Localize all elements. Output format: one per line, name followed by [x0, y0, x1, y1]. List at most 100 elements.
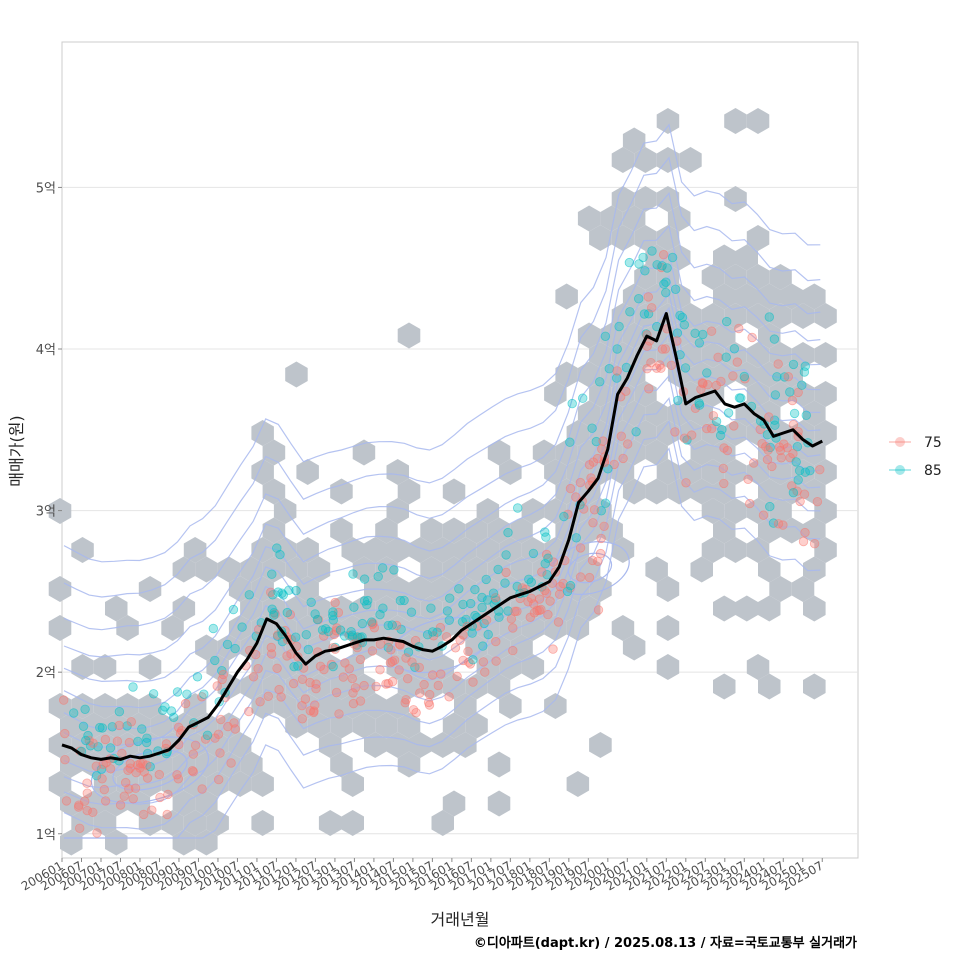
hexbin-cell — [487, 751, 511, 778]
point-85 — [772, 372, 782, 382]
point-75 — [348, 688, 358, 698]
point-85 — [422, 630, 433, 640]
hexbin-cell — [454, 537, 477, 563]
hexbin-cell — [758, 283, 781, 310]
density-contour — [63, 156, 821, 598]
hexbin-cell — [499, 693, 522, 719]
point-85 — [137, 724, 147, 734]
hexbin-cell — [138, 654, 162, 680]
point-85 — [228, 604, 239, 615]
hexbin-cell — [679, 303, 702, 329]
point-75 — [274, 684, 284, 695]
point-85 — [702, 368, 712, 378]
hexbin-cell — [465, 517, 488, 544]
hexbin-cell — [780, 517, 803, 544]
point-75 — [455, 635, 465, 646]
density-contour — [63, 333, 821, 774]
hexbin-cell — [746, 537, 770, 563]
point-75 — [419, 679, 429, 690]
point-75 — [609, 459, 619, 470]
hexbin-cell — [251, 693, 274, 719]
point-75 — [411, 708, 421, 718]
point-75 — [355, 654, 366, 665]
hexbin-cell — [803, 517, 826, 544]
y-tick-label: 1억 — [36, 828, 56, 843]
point-75 — [490, 593, 501, 603]
point-85 — [524, 574, 534, 585]
point-85 — [367, 617, 377, 627]
point-75 — [310, 700, 320, 710]
point-85 — [237, 622, 247, 632]
point-85 — [442, 606, 453, 616]
hexbin-cell — [386, 576, 409, 602]
point-75 — [599, 521, 609, 532]
hexbin-cell — [758, 673, 781, 700]
point-85 — [468, 655, 478, 665]
hexbin-cell — [172, 556, 196, 583]
point-75 — [319, 664, 329, 675]
point-75 — [652, 363, 662, 373]
point-85 — [779, 372, 790, 382]
point-75 — [387, 656, 398, 667]
hexbin-cell — [105, 829, 128, 856]
point-75 — [213, 774, 224, 785]
point-75 — [773, 519, 784, 529]
hexbin-cell — [577, 595, 601, 622]
point-85 — [444, 615, 455, 625]
hexbin-cell — [364, 732, 387, 758]
hexbin-cell — [476, 498, 500, 524]
point-85 — [794, 466, 805, 476]
point-85 — [148, 689, 159, 699]
point-85 — [445, 593, 455, 603]
point-85 — [202, 730, 213, 741]
hexbin-cell — [71, 810, 94, 836]
point-85 — [647, 246, 657, 256]
hexbin-cell — [589, 732, 612, 758]
hexbin-cell — [195, 712, 218, 739]
point-85 — [634, 294, 644, 304]
hexbin-cell — [622, 322, 646, 349]
point-75 — [444, 692, 454, 702]
hexbin-cell — [622, 478, 646, 505]
hexbin-cell — [60, 751, 83, 778]
point-75 — [248, 672, 259, 682]
hexbin-cell — [375, 712, 398, 739]
hexbin-cell — [442, 517, 466, 544]
point-75 — [135, 763, 145, 773]
point-85 — [454, 584, 464, 594]
point-75 — [147, 805, 157, 815]
hexbin-cell — [195, 556, 218, 583]
point-75 — [623, 439, 633, 449]
hexbin-cell — [409, 654, 432, 680]
point-85 — [230, 643, 240, 654]
point-75 — [525, 612, 536, 623]
hexbin-cell — [521, 654, 545, 680]
hexbin-cell — [713, 361, 736, 388]
hexbin-cell — [679, 420, 702, 446]
point-85 — [625, 307, 635, 317]
point-75 — [99, 784, 110, 795]
point-75 — [441, 632, 452, 642]
point-75 — [188, 767, 199, 777]
point-85 — [142, 733, 152, 743]
point-75 — [537, 567, 547, 577]
point-85 — [562, 586, 573, 597]
hexbin-cell — [622, 400, 646, 427]
point-75 — [767, 461, 777, 472]
point-85 — [273, 587, 283, 597]
point-85 — [715, 430, 726, 441]
point-85 — [291, 585, 301, 596]
point-75 — [708, 411, 719, 421]
point-75 — [217, 674, 227, 685]
density-contour — [63, 224, 821, 658]
point-75 — [100, 734, 111, 745]
point-85 — [729, 344, 740, 354]
point-75 — [266, 649, 277, 659]
point-75 — [244, 706, 254, 717]
hexbin-cell — [195, 790, 218, 817]
point-85 — [97, 723, 108, 733]
hexbin-cell — [116, 615, 139, 641]
point-75 — [795, 496, 805, 507]
density-contour — [63, 306, 821, 748]
hexbin-cell — [701, 537, 725, 563]
